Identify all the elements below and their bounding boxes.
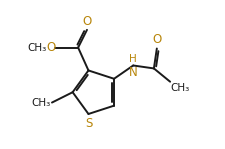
Text: O: O (152, 33, 162, 46)
Text: N: N (129, 66, 138, 79)
Text: O: O (82, 15, 92, 28)
Text: CH₃: CH₃ (31, 98, 50, 108)
Text: S: S (86, 117, 93, 130)
Text: O: O (47, 41, 56, 54)
Text: H: H (129, 54, 137, 64)
Text: CH₃: CH₃ (28, 43, 47, 53)
Text: CH₃: CH₃ (171, 83, 190, 93)
